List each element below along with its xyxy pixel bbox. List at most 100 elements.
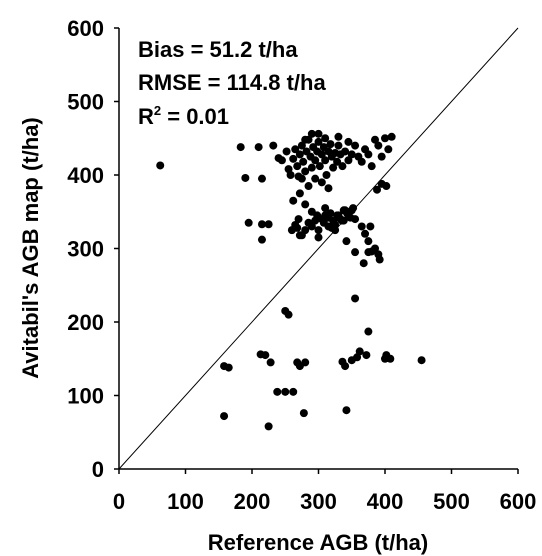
data-point	[301, 226, 310, 235]
data-point	[295, 231, 304, 240]
data-point	[382, 182, 391, 191]
data-point	[359, 259, 368, 268]
data-point	[301, 135, 310, 144]
data-point	[381, 134, 389, 143]
data-point	[299, 409, 308, 418]
data-point	[322, 171, 331, 179]
data-point	[357, 222, 366, 231]
data-point	[384, 145, 393, 154]
data-point	[364, 150, 373, 159]
y-tick-label: 400	[67, 163, 104, 188]
r2-annotation: R2 = 0.01	[138, 103, 229, 129]
data-point	[347, 150, 356, 159]
data-point	[289, 387, 298, 396]
data-point	[287, 226, 296, 235]
data-point	[311, 174, 320, 183]
data-point	[351, 141, 360, 150]
data-point	[311, 216, 320, 225]
data-point	[294, 215, 303, 224]
data-point	[341, 362, 350, 371]
data-point	[289, 196, 298, 205]
data-point	[351, 248, 360, 257]
data-point	[264, 220, 273, 229]
data-point	[293, 162, 302, 171]
x-tick-label: 100	[167, 489, 204, 514]
data-point	[314, 233, 323, 242]
x-tick-label: 300	[300, 489, 337, 514]
data-point	[257, 220, 266, 229]
data-point	[342, 237, 351, 246]
data-point	[351, 294, 360, 303]
data-point	[291, 145, 300, 154]
data-point	[367, 162, 376, 171]
y-tick-label: 500	[67, 90, 104, 115]
data-point	[361, 229, 370, 238]
data-point	[307, 129, 316, 138]
data-point	[347, 206, 356, 215]
data-point	[341, 147, 350, 156]
data-point	[289, 154, 298, 163]
one-to-one-line	[118, 27, 519, 470]
points-layer	[156, 129, 426, 431]
y-tick-label: 200	[67, 310, 104, 335]
data-point	[326, 140, 335, 149]
data-point	[304, 218, 313, 227]
data-point	[324, 184, 333, 193]
data-point	[297, 141, 306, 150]
data-point	[266, 358, 275, 367]
data-point	[304, 182, 313, 191]
data-point	[362, 351, 371, 360]
data-point	[321, 211, 330, 220]
x-tick-label: 500	[433, 489, 470, 514]
data-point	[371, 135, 380, 144]
bias-annotation: Bias = 51.2 t/ha	[138, 37, 298, 62]
data-point	[329, 163, 338, 172]
data-point	[273, 387, 282, 396]
data-point	[299, 157, 308, 166]
data-point	[317, 178, 326, 187]
data-point	[220, 412, 229, 421]
data-point	[284, 310, 293, 319]
data-point	[375, 255, 384, 264]
data-point	[344, 137, 353, 146]
data-point	[224, 363, 233, 372]
data-point	[307, 163, 316, 172]
y-axis-title: Avitabil's AGB map (t/ha)	[18, 117, 43, 379]
data-point	[264, 422, 273, 431]
data-point	[241, 173, 250, 182]
data-point	[334, 132, 343, 141]
data-point	[386, 354, 395, 363]
x-tick-label: 400	[367, 489, 404, 514]
data-point	[364, 327, 373, 336]
data-point	[334, 141, 343, 150]
data-point	[315, 162, 324, 171]
y-tick-label: 300	[67, 237, 104, 262]
data-point	[338, 162, 347, 171]
data-point	[261, 351, 270, 360]
data-point	[314, 129, 323, 138]
data-point	[244, 218, 253, 227]
data-point	[277, 156, 286, 165]
x-tick-label: 0	[113, 489, 125, 514]
data-point	[351, 215, 360, 224]
data-point	[282, 147, 291, 156]
data-point	[301, 167, 310, 176]
data-point	[344, 156, 353, 165]
data-point	[297, 174, 306, 183]
data-point	[269, 141, 278, 150]
x-tick-label: 600	[500, 489, 537, 514]
data-point	[342, 406, 351, 415]
data-point	[377, 152, 386, 161]
x-axis-title: Reference AGB (t/ha)	[208, 530, 428, 555]
y-ticks: 0 100 200 300 400 500 600	[67, 16, 119, 482]
x-tick-label: 200	[234, 489, 271, 514]
data-point	[364, 237, 373, 246]
y-tick-label: 100	[67, 384, 104, 409]
data-point	[254, 143, 263, 152]
data-point	[373, 185, 382, 194]
data-point	[236, 143, 245, 152]
data-point	[301, 200, 310, 209]
data-point	[311, 156, 320, 165]
data-point	[387, 132, 396, 141]
y-tick-label: 600	[67, 16, 104, 41]
